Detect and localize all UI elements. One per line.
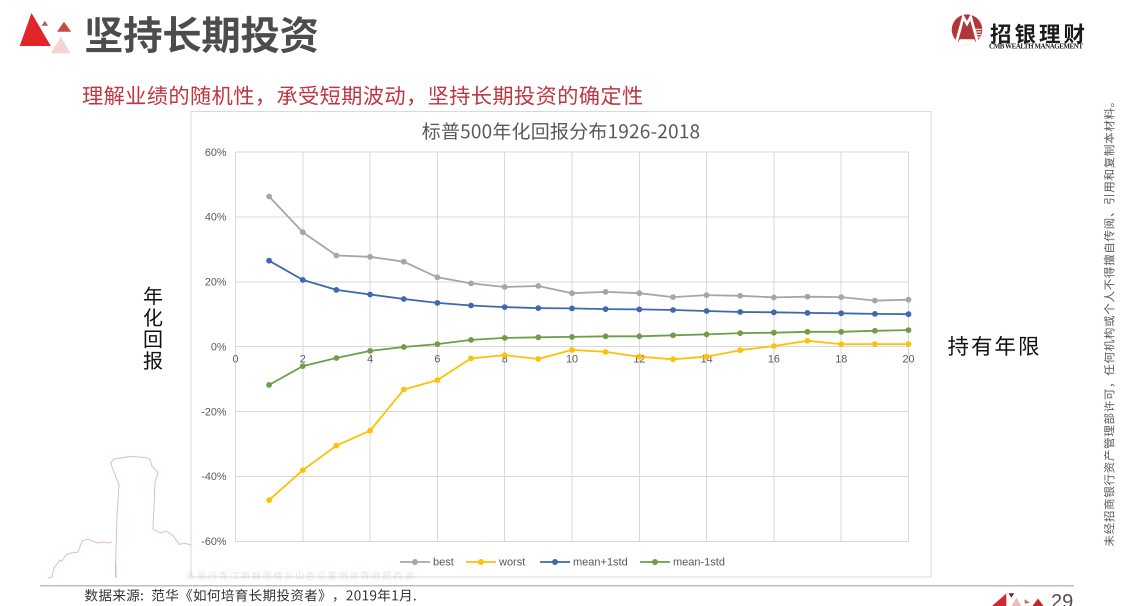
svg-text:best: best: [433, 557, 454, 569]
svg-text:-40%: -40%: [201, 471, 227, 483]
svg-text:2: 2: [300, 354, 306, 366]
svg-text:10: 10: [566, 354, 578, 366]
svg-text:16: 16: [768, 354, 780, 366]
svg-text:0: 0: [232, 354, 238, 366]
svg-text:29: 29: [1051, 591, 1073, 606]
svg-text:40%: 40%: [205, 212, 227, 224]
svg-text:-20%: -20%: [201, 406, 227, 418]
svg-text:0%: 0%: [211, 341, 227, 353]
svg-text:mean+1std: mean+1std: [573, 557, 628, 569]
svg-text:8: 8: [502, 354, 508, 366]
svg-text:20%: 20%: [205, 277, 227, 289]
svg-text:mean-1std: mean-1std: [673, 557, 725, 569]
svg-text:4: 4: [367, 354, 373, 366]
svg-text:60%: 60%: [205, 147, 227, 159]
svg-text:6: 6: [434, 354, 440, 366]
svg-text:worst: worst: [498, 557, 525, 569]
svg-text:20: 20: [902, 354, 914, 366]
svg-text:-60%: -60%: [201, 536, 227, 548]
svg-text:18: 18: [835, 354, 847, 366]
svg-text:CMB WEALTH MANAGEMENT: CMB WEALTH MANAGEMENT: [989, 43, 1083, 51]
